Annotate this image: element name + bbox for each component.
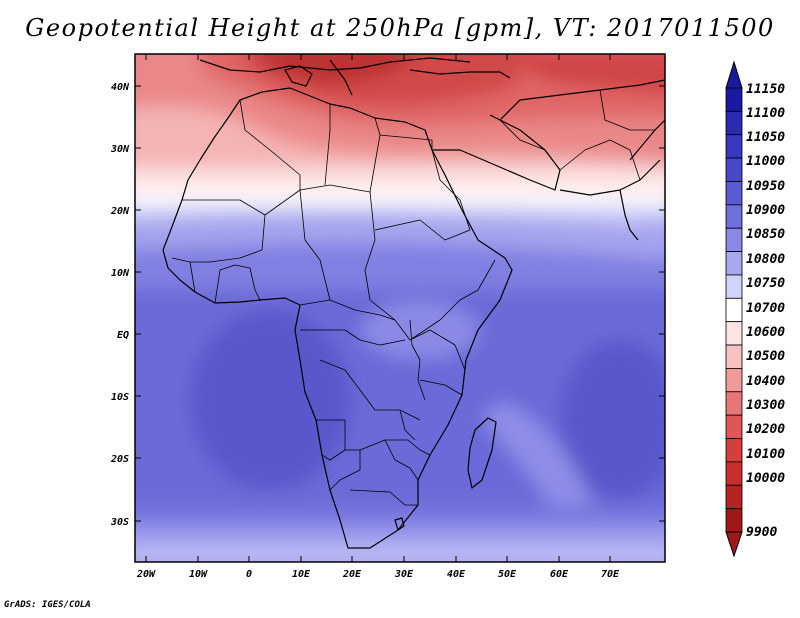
colorbar-swatch — [725, 414, 743, 439]
lat-label: 20S — [110, 454, 129, 465]
colorbar-swatch — [725, 157, 743, 182]
map-title: Geopotential Height at 250hPa [gpm], VT:… — [25, 14, 775, 42]
height-field — [135, 54, 665, 562]
colorbar-label: 11000 — [746, 154, 785, 169]
colorbar-swatch — [725, 461, 743, 486]
lon-label: 20W — [136, 569, 156, 580]
map-frame — [134, 53, 666, 563]
colorbar-label: 10850 — [746, 227, 785, 242]
colorbar-bottom-arrow — [725, 531, 743, 558]
colorbar-swatch — [725, 251, 743, 276]
colorbar-labels: 11150 11100 11050 11000 10950 10900 1085… — [746, 82, 785, 540]
colorbar-swatch — [725, 321, 743, 346]
colorbar-boxes — [725, 87, 743, 533]
footer-credit: GrADS: IGES/COLA — [4, 600, 91, 610]
lat-label: 30S — [110, 517, 129, 528]
colorbar-swatch — [725, 110, 743, 136]
lon-label: 10E — [292, 569, 311, 580]
colorbar-label: 10800 — [746, 252, 785, 267]
colorbar-swatch — [725, 344, 743, 369]
colorbar-label: 11150 — [746, 82, 785, 97]
colorbar-swatch — [725, 508, 743, 533]
colorbar-swatch — [725, 227, 743, 252]
lon-label: 10W — [189, 569, 208, 580]
coastlines — [162, 57, 665, 549]
colorbar-swatch — [725, 297, 743, 323]
colorbar-label: 10750 — [746, 276, 785, 291]
lat-label: 20N — [110, 206, 130, 217]
colorbar-label: 10700 — [746, 301, 785, 316]
lon-label: 60E — [550, 569, 569, 580]
latitude-labels: 40N 30N 20N 10N EQ 10S 20S 30S — [110, 82, 130, 528]
lat-label: 10S — [111, 392, 129, 403]
lon-label: 30E — [394, 569, 414, 580]
colorbar-swatch — [725, 438, 743, 463]
colorbar-label: 10950 — [746, 179, 785, 194]
lat-label: 30N — [110, 144, 130, 155]
longitude-labels: 20W 10W 0 10E 20E 30E 40E 50E 60E 70E — [136, 569, 620, 580]
colorbar-top-arrow — [725, 60, 743, 89]
colorbar-label: 11100 — [746, 106, 785, 121]
colorbar-swatch — [725, 204, 743, 229]
lat-label: EQ — [117, 330, 129, 341]
lat-label: 10N — [111, 268, 130, 279]
lon-label: 20E — [342, 569, 362, 580]
colorbar-label: 10200 — [746, 422, 785, 437]
country-borders — [171, 89, 655, 506]
colorbar-swatch — [725, 274, 743, 299]
lon-label: 50E — [498, 569, 517, 580]
colorbar-swatch — [725, 87, 743, 112]
lon-label: 0 — [246, 569, 252, 580]
colorbar-swatch — [725, 484, 743, 510]
lon-label: 70E — [601, 569, 620, 580]
axis-ticks — [135, 54, 665, 562]
colorbar-label: 10100 — [746, 447, 785, 462]
colorbar-label: 11050 — [746, 130, 785, 145]
colorbar: 11150 11100 11050 11000 10950 10900 1085… — [725, 60, 785, 558]
lon-label: 40E — [447, 569, 466, 580]
colorbar-label: 10900 — [746, 203, 785, 218]
lat-label: 40N — [111, 82, 130, 93]
colorbar-swatch — [725, 368, 743, 393]
colorbar-label: 9900 — [746, 525, 777, 540]
colorbar-swatch — [725, 181, 743, 206]
colorbar-swatch — [725, 391, 743, 416]
colorbar-label: 10000 — [746, 471, 785, 486]
colorbar-label: 10600 — [746, 325, 785, 340]
colorbar-swatch — [725, 134, 743, 159]
colorbar-label: 10300 — [746, 398, 785, 413]
colorbar-label: 10500 — [746, 349, 785, 364]
colorbar-label: 10400 — [746, 374, 785, 389]
